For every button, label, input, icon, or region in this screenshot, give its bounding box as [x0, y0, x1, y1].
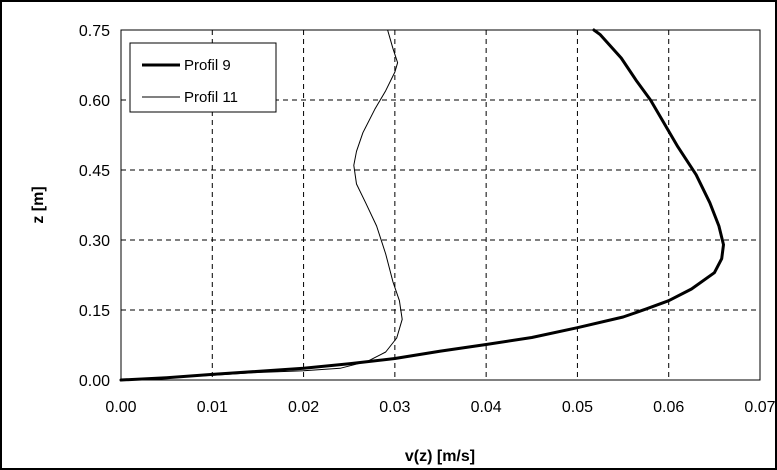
legend-label-profil-11: Profil 11 [184, 89, 238, 106]
y-tick-label: 0.60 [79, 93, 110, 110]
y-tick-label: 0.00 [79, 373, 110, 390]
plot-area-frame [120, 29, 761, 381]
x-tick-labels: 0.00 0.01 0.02 0.03 0.04 0.05 0.06 0.07 [105, 399, 775, 416]
y-tick-label: 0.75 [79, 23, 110, 40]
x-tick-label: 0.03 [379, 399, 410, 416]
grid-layer [121, 30, 760, 380]
y-axis-title: z [m] [30, 186, 47, 223]
y-tick-labels: 0.00 0.15 0.30 0.45 0.60 0.75 [79, 23, 110, 390]
x-tick-label: 0.06 [653, 399, 684, 416]
series-line-profil-11 [120, 29, 403, 381]
legend-box [129, 42, 277, 113]
y-tick-label: 0.15 [79, 303, 110, 320]
x-tick-label: 0.04 [471, 399, 502, 416]
y-tick-label: 0.45 [79, 163, 110, 180]
series-layer [119, 28, 725, 382]
x-axis-title: v(z) [m/s] [405, 448, 475, 465]
x-tick-label: 0.07 [744, 399, 775, 416]
x-tick-label: 0.01 [197, 399, 228, 416]
x-tick-label: 0.05 [562, 399, 593, 416]
legend-label-profil-9: Profil 9 [184, 57, 231, 74]
y-tick-label: 0.30 [79, 233, 110, 250]
legend: Profil 9 Profil 11 [129, 42, 277, 113]
x-tick-label: 0.00 [105, 399, 136, 416]
x-tick-label: 0.02 [288, 399, 319, 416]
